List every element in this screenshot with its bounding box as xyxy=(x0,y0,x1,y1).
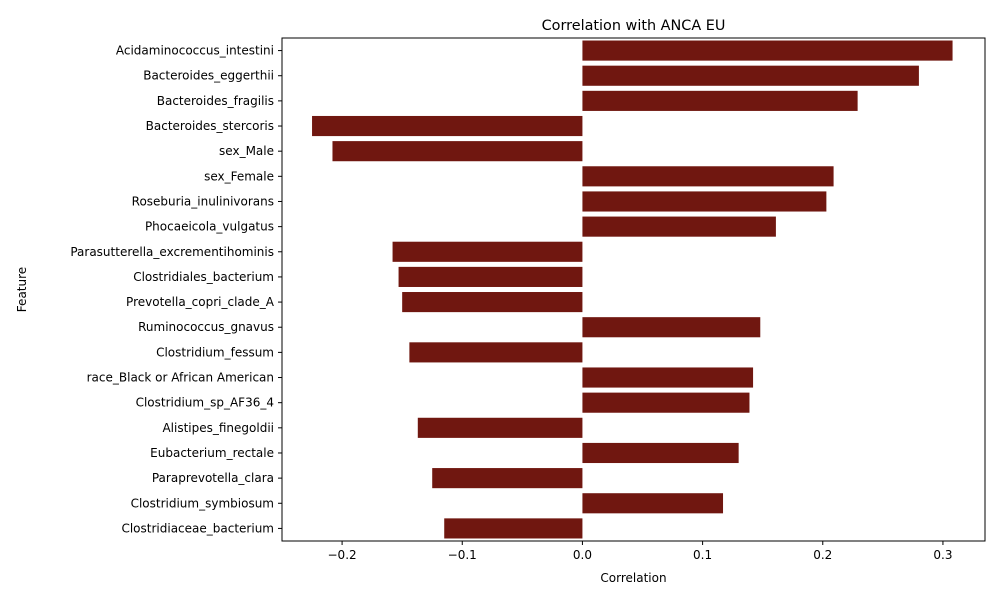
x-tick-label: 0.2 xyxy=(813,548,832,562)
y-tick-label: sex_Female xyxy=(204,169,274,183)
bar xyxy=(402,292,583,313)
bar xyxy=(582,191,827,212)
bar xyxy=(312,115,583,137)
y-tick-label: Bacteroides_eggerthii xyxy=(143,69,274,83)
bar xyxy=(582,90,858,111)
y-tick-label: Clostridiaceae_bacterium xyxy=(121,521,274,535)
y-tick-label: Prevotella_copri_clade_A xyxy=(126,295,275,309)
bar xyxy=(582,367,754,388)
x-tick-label: −0.2 xyxy=(328,548,357,562)
y-tick-label: Roseburia_inulinivorans xyxy=(132,194,274,208)
bar xyxy=(582,442,739,464)
x-tick-label: −0.1 xyxy=(448,548,477,562)
y-tick-label: Parasutterella_excrementihominis xyxy=(70,245,274,259)
y-tick-label: Eubacterium_rectale xyxy=(150,446,274,460)
y-tick-label: Acidaminococcus_intestini xyxy=(116,44,274,58)
bar xyxy=(582,392,750,413)
x-tick-label: 0.0 xyxy=(573,548,592,562)
bar xyxy=(582,493,724,514)
y-tick-label: Alistipes_finegoldii xyxy=(162,421,274,435)
bar xyxy=(582,317,761,338)
bar xyxy=(392,241,583,262)
y-tick-label: race_Black or African American xyxy=(87,371,274,385)
y-axis-label: Feature xyxy=(15,267,29,312)
y-tick-label: Bacteroides_fragilis xyxy=(157,94,274,108)
x-ticks: −0.2 −0.1 0.0 0.1 0.2 0.3 xyxy=(328,541,952,562)
bar xyxy=(332,141,583,162)
bar xyxy=(432,468,583,489)
y-tick-label: Paraprevotella_clara xyxy=(152,471,274,485)
y-tick-label: Phocaeicola_vulgatus xyxy=(145,220,274,234)
plot-frame xyxy=(281,37,986,542)
bars-layer xyxy=(312,40,953,539)
y-ticks: Acidaminococcus_intestini Bacteroides_egg… xyxy=(70,44,282,535)
y-tick-label: Clostridium_symbiosum xyxy=(131,496,274,510)
y-tick-label: sex_Male xyxy=(219,144,274,158)
x-tick-label: 0.3 xyxy=(933,548,952,562)
y-tick-label: Bacteroides_stercoris xyxy=(146,119,274,133)
bar xyxy=(582,65,919,86)
bar xyxy=(582,216,776,237)
y-tick-label: Clostridiales_bacterium xyxy=(133,270,274,284)
y-tick-label: Ruminococcus_gnavus xyxy=(138,320,274,334)
bar xyxy=(444,518,583,539)
bar xyxy=(417,417,583,438)
bar xyxy=(582,40,953,61)
y-tick-label: Clostridium_sp_AF36_4 xyxy=(136,396,274,410)
x-axis-label: Correlation xyxy=(600,571,666,585)
bar xyxy=(398,266,583,287)
y-tick-label: Clostridium_fessum xyxy=(156,345,274,359)
x-tick-label: 0.1 xyxy=(693,548,712,562)
bar xyxy=(582,166,834,187)
chart-title: Correlation with ANCA EU xyxy=(542,18,726,34)
bar xyxy=(409,342,583,363)
